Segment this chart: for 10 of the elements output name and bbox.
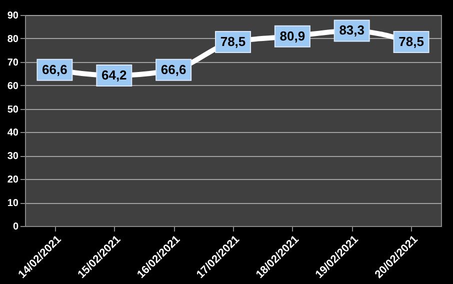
y-tick-label: 10 <box>7 198 19 210</box>
y-tick-label: 0 <box>12 222 19 232</box>
y-tick-label: 30 <box>7 151 19 162</box>
y-tick-label: 60 <box>7 80 19 92</box>
y-tick-label: 50 <box>7 104 19 116</box>
y-tick-label: 80 <box>7 34 19 45</box>
y-tick-label: 40 <box>7 128 19 139</box>
y-tick-label: 90 <box>7 10 19 22</box>
y-tick-label: 20 <box>7 174 19 186</box>
y-tick-label: 70 <box>7 57 19 68</box>
